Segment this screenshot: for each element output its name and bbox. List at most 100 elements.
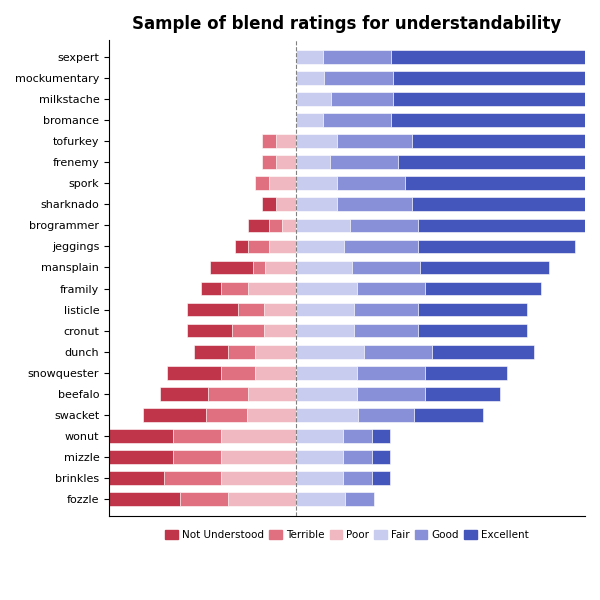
Bar	[358, 408, 414, 422]
Bar	[324, 71, 393, 85]
Bar	[265, 260, 296, 274]
Bar	[296, 113, 323, 127]
Bar	[296, 218, 350, 232]
Bar	[296, 450, 343, 464]
Bar	[296, 155, 330, 169]
Bar	[425, 281, 541, 295]
Bar	[275, 155, 296, 169]
Bar	[296, 408, 358, 422]
Bar	[419, 260, 550, 274]
Bar	[418, 324, 527, 337]
Bar	[50, 471, 164, 485]
Bar	[228, 345, 255, 359]
Bar	[337, 176, 405, 190]
Bar	[264, 324, 296, 337]
Bar	[343, 471, 371, 485]
Bar	[255, 345, 296, 359]
Bar	[296, 176, 337, 190]
Bar	[412, 134, 600, 148]
Bar	[296, 471, 343, 485]
Bar	[206, 408, 247, 422]
Bar	[432, 345, 534, 359]
Bar	[357, 281, 425, 295]
Bar	[391, 113, 600, 127]
Bar	[418, 218, 589, 232]
Bar	[337, 134, 412, 148]
Bar	[398, 155, 600, 169]
Bar	[331, 92, 393, 106]
Bar	[283, 218, 296, 232]
Bar	[296, 345, 364, 359]
Bar	[323, 50, 391, 64]
Bar	[235, 239, 248, 253]
Bar	[405, 176, 595, 190]
Bar	[253, 260, 265, 274]
Bar	[412, 197, 600, 211]
Bar	[425, 366, 507, 380]
Bar	[354, 303, 418, 316]
Bar	[34, 492, 179, 506]
Bar	[371, 450, 391, 464]
Bar	[201, 281, 221, 295]
Bar	[232, 324, 264, 337]
Bar	[418, 239, 575, 253]
Bar	[354, 324, 418, 337]
Bar	[296, 366, 357, 380]
Bar	[187, 324, 232, 337]
Bar	[357, 387, 425, 401]
Bar	[262, 197, 275, 211]
Bar	[344, 492, 374, 506]
Bar	[160, 387, 208, 401]
Bar	[209, 260, 253, 274]
Bar	[296, 303, 354, 316]
Bar	[255, 176, 269, 190]
Bar	[296, 92, 331, 106]
Bar	[391, 50, 600, 64]
Bar	[296, 281, 357, 295]
Bar	[337, 197, 412, 211]
Bar	[173, 429, 221, 443]
Bar	[221, 281, 248, 295]
Bar	[221, 450, 296, 464]
Bar	[262, 155, 275, 169]
Bar	[393, 92, 600, 106]
Bar	[371, 429, 391, 443]
Bar	[344, 239, 418, 253]
Bar	[296, 197, 337, 211]
Bar	[50, 429, 173, 443]
Bar	[352, 260, 419, 274]
Bar	[262, 134, 275, 148]
Bar	[248, 218, 269, 232]
Bar	[350, 218, 418, 232]
Bar	[248, 387, 296, 401]
Bar	[364, 345, 432, 359]
Bar	[296, 50, 323, 64]
Bar	[208, 387, 248, 401]
Bar	[247, 408, 296, 422]
Bar	[173, 450, 221, 464]
Bar	[418, 303, 527, 316]
Bar	[323, 113, 391, 127]
Bar	[221, 366, 255, 380]
Bar	[371, 471, 391, 485]
Bar	[296, 429, 343, 443]
Legend: Not Understood, Terrible, Poor, Fair, Good, Excellent: Not Understood, Terrible, Poor, Fair, Go…	[161, 526, 533, 544]
Bar	[221, 429, 296, 443]
Bar	[143, 408, 206, 422]
Bar	[264, 303, 296, 316]
Bar	[296, 324, 354, 337]
Bar	[167, 366, 221, 380]
Bar	[194, 345, 228, 359]
Bar	[296, 492, 344, 506]
Bar	[187, 303, 238, 316]
Bar	[296, 71, 324, 85]
Bar	[414, 408, 484, 422]
Bar	[343, 429, 371, 443]
Bar	[228, 492, 296, 506]
Bar	[425, 387, 500, 401]
Bar	[238, 303, 264, 316]
Bar	[221, 471, 296, 485]
Bar	[269, 176, 296, 190]
Bar	[330, 155, 398, 169]
Bar	[275, 197, 296, 211]
